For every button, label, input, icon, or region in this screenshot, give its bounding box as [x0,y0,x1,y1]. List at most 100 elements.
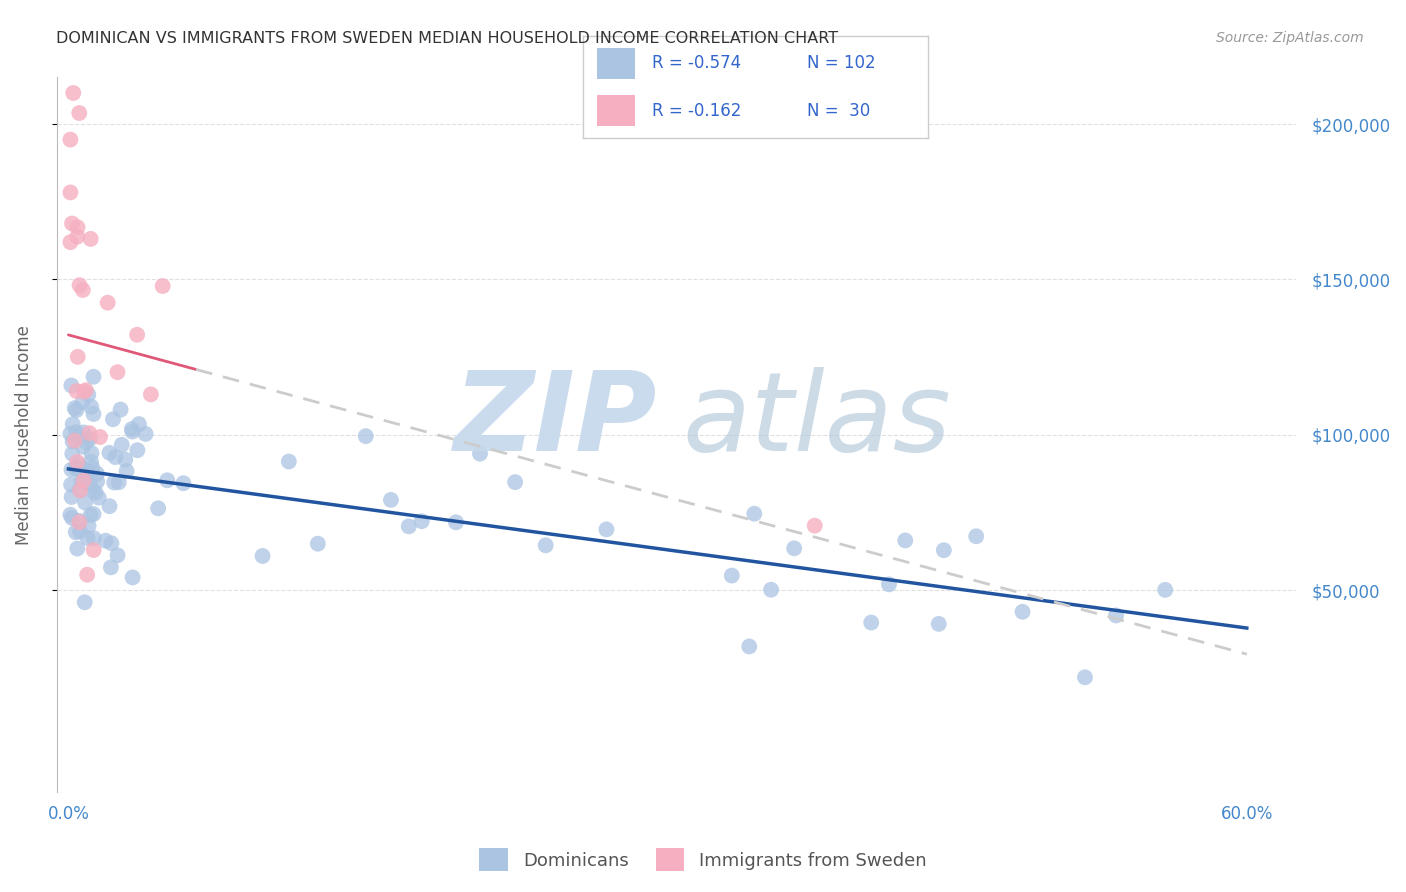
Dominicans [1154,582,1177,597]
Dominicans [60,477,83,491]
Dominicans [66,462,89,476]
Dominicans [79,477,101,491]
Text: N = 102: N = 102 [807,54,876,72]
Immigrants from Sweden [76,567,98,582]
Dominicans [107,475,129,490]
Text: R = -0.162: R = -0.162 [652,102,742,120]
Immigrants from Sweden [73,384,96,399]
Immigrants from Sweden [67,106,90,120]
Dominicans [98,499,121,513]
Dominicans [411,514,433,528]
Immigrants from Sweden [79,232,101,246]
Dominicans [444,516,467,530]
Dominicans [398,519,420,533]
Dominicans [115,464,138,478]
Dominicans [121,422,143,436]
Dominicans [70,462,93,476]
Bar [598,48,636,78]
Dominicans [83,531,105,545]
Dominicans [156,473,179,487]
Dominicans [67,514,90,528]
Dominicans [60,490,83,504]
Dominicans [877,577,900,591]
Dominicans [534,538,557,552]
Dominicans [98,446,121,460]
Text: N =  30: N = 30 [807,102,870,120]
Immigrants from Sweden [79,426,101,441]
Dominicans [69,483,91,497]
Dominicans [354,429,377,443]
Immigrants from Sweden [63,434,86,448]
Dominicans [503,475,526,489]
Text: Source: ZipAtlas.com: Source: ZipAtlas.com [1216,31,1364,45]
Dominicans [77,519,100,533]
Dominicans [121,425,143,439]
Dominicans [894,533,917,548]
Dominicans [783,541,806,556]
Dominicans [127,443,149,458]
Dominicans [1105,608,1128,623]
Dominicans [103,475,125,490]
Dominicans [60,447,83,461]
Immigrants from Sweden [66,350,89,364]
Immigrants from Sweden [69,483,91,498]
Dominicans [59,426,82,441]
Dominicans [60,511,83,525]
Dominicans [121,570,143,584]
Dominicans [965,529,987,543]
Dominicans [100,560,122,574]
Dominicans [83,507,105,521]
Dominicans [720,568,742,582]
Immigrants from Sweden [66,229,89,244]
Dominicans [76,463,98,477]
Immigrants from Sweden [72,283,94,297]
Dominicans [107,549,129,563]
Immigrants from Sweden [803,518,825,533]
Dominicans [595,522,617,536]
Immigrants from Sweden [89,430,111,444]
Dominicans [83,369,105,384]
Dominicans [60,378,83,392]
Immigrants from Sweden [127,327,149,342]
Immigrants from Sweden [139,387,162,401]
Dominicans [72,395,94,409]
Dominicans [62,417,84,431]
Dominicans [84,485,107,500]
Dominicans [111,438,134,452]
Dominicans [101,412,124,426]
Dominicans [1074,670,1097,684]
Dominicans [69,524,91,539]
Immigrants from Sweden [72,474,94,488]
Dominicans [932,543,955,558]
Dominicans [1011,605,1033,619]
Dominicans [72,462,94,476]
Dominicans [73,595,96,609]
Dominicans [63,401,86,416]
Dominicans [72,440,94,454]
Immigrants from Sweden [59,235,82,249]
Dominicans [128,417,150,431]
Text: DOMINICAN VS IMMIGRANTS FROM SWEDEN MEDIAN HOUSEHOLD INCOME CORRELATION CHART: DOMINICAN VS IMMIGRANTS FROM SWEDEN MEDI… [56,31,838,46]
Text: atlas: atlas [682,368,950,474]
Dominicans [110,402,132,417]
Immigrants from Sweden [107,365,129,379]
Immigrants from Sweden [66,384,89,398]
Dominicans [86,475,108,489]
Dominicans [860,615,883,630]
Dominicans [114,452,136,467]
Dominicans [65,460,87,475]
Immigrants from Sweden [59,133,82,147]
Dominicans [77,388,100,402]
Dominicans [80,400,103,414]
Dominicans [172,476,194,491]
Text: R = -0.574: R = -0.574 [652,54,741,72]
Dominicans [73,468,96,483]
Immigrants from Sweden [62,86,84,100]
Dominicans [80,446,103,460]
Immigrants from Sweden [97,295,120,310]
Dominicans [146,501,169,516]
Dominicans [252,549,274,563]
Immigrants from Sweden [59,186,82,200]
Immigrants from Sweden [152,279,174,293]
Legend: Dominicans, Immigrants from Sweden: Dominicans, Immigrants from Sweden [472,841,934,879]
